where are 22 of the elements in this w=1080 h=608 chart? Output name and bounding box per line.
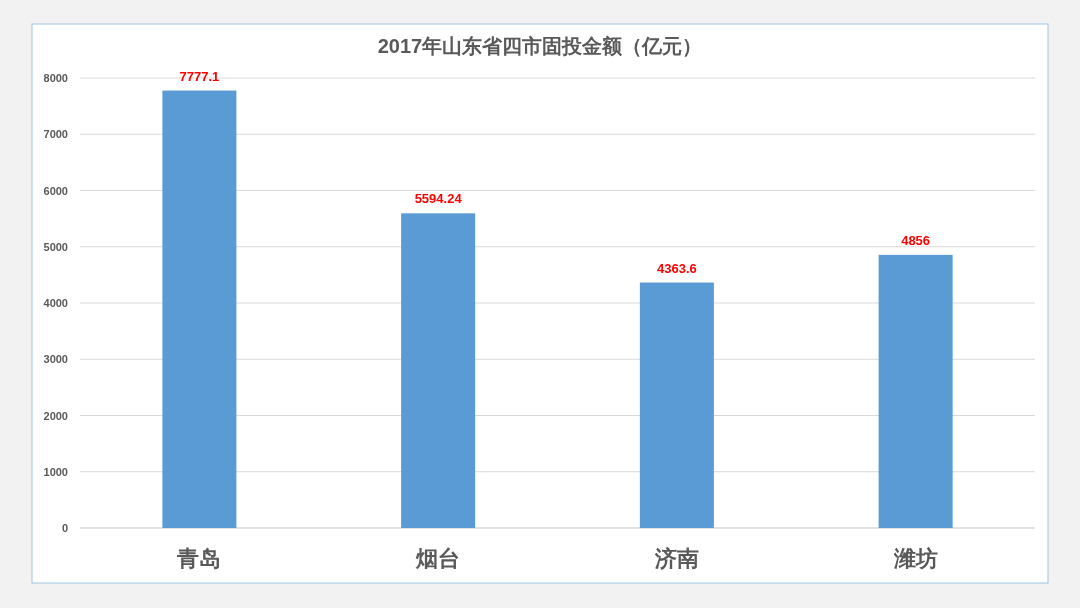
y-tick-label: 6000 — [43, 184, 68, 197]
data-label: 4363.6 — [656, 260, 697, 276]
y-tick-label: 2000 — [43, 409, 68, 422]
y-tick-label: 0 — [61, 522, 68, 534]
x-tick-label: 烟台 — [415, 546, 461, 571]
x-tick-label: 潍坊 — [892, 546, 938, 571]
bar — [878, 254, 953, 528]
y-tick-label: 3000 — [43, 353, 68, 366]
y-tick-label: 7000 — [43, 128, 68, 141]
y-tick-label: 1000 — [43, 465, 68, 478]
x-tick-label: 青岛 — [176, 546, 222, 571]
y-tick-label: 5000 — [43, 240, 68, 253]
data-label: 4856 — [901, 232, 931, 248]
y-tick-label: 4000 — [43, 297, 68, 309]
bar — [401, 213, 476, 528]
x-tick-label: 济南 — [653, 546, 699, 571]
chart-title: 2017年山东省四市固投金额（亿元） — [377, 35, 703, 57]
bar — [162, 90, 237, 528]
bar — [639, 282, 714, 528]
y-tick-label: 8000 — [43, 72, 68, 84]
data-label: 7777.1 — [179, 68, 220, 84]
data-label: 5594.24 — [414, 191, 463, 207]
